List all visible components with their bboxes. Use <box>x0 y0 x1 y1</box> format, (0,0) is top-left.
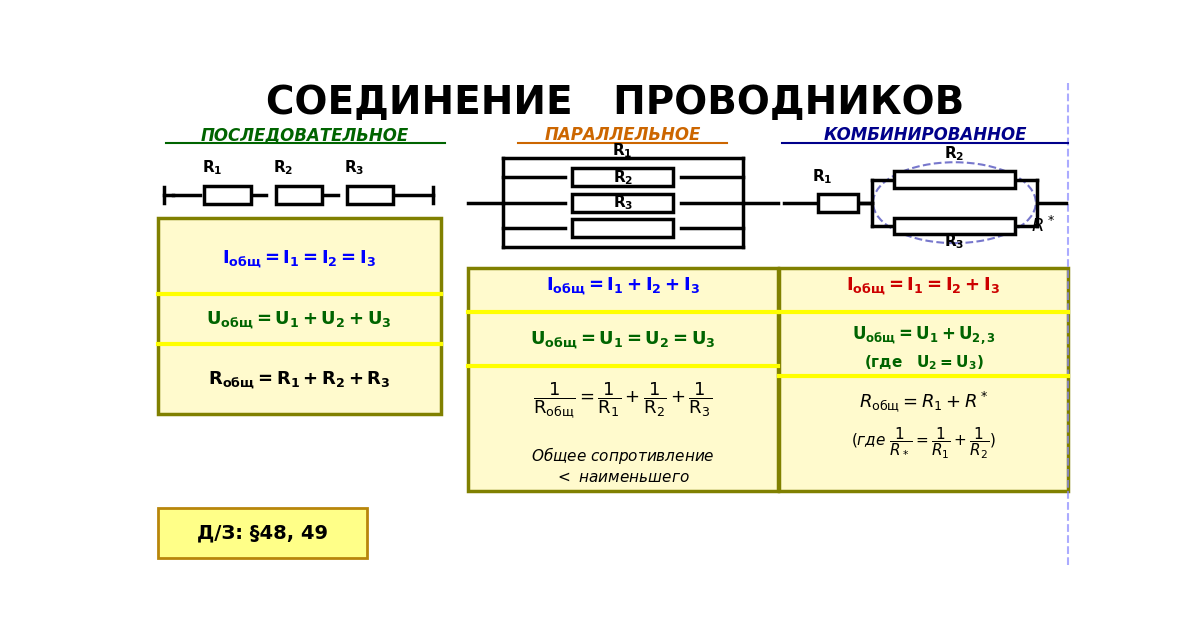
Text: $\mathit{Общее\ сопротивление}$: $\mathit{Общее\ сопротивление}$ <box>530 445 714 466</box>
Bar <box>779 268 1068 491</box>
Text: $\mathbf{I_{общ}= I_1 = I_2 = I_3}$: $\mathbf{I_{общ}= I_1 = I_2 = I_3}$ <box>222 248 376 269</box>
Text: $\dfrac{1}{\mathrm{R}_{\mathrm{общ}}} = \dfrac{1}{\mathrm{R_1}} + \dfrac{1}{\mat: $\dfrac{1}{\mathrm{R}_{\mathrm{общ}}} = … <box>533 381 713 421</box>
Text: КОМБИНИРОВАННОЕ: КОМБИНИРОВАННОЕ <box>823 126 1027 144</box>
Text: $\mathbf{R_3}$: $\mathbf{R_3}$ <box>612 194 632 212</box>
Text: ПАРАЛЛЕЛЬНОЕ: ПАРАЛЛЕЛЬНОЕ <box>545 126 701 144</box>
Bar <box>204 186 251 204</box>
Text: $R_{\mathrm{общ}} = R_1 + R^*$: $R_{\mathrm{общ}} = R_1 + R^*$ <box>859 389 989 413</box>
Bar <box>894 172 1014 188</box>
Text: $\mathit{R}^*$: $\mathit{R}^*$ <box>1031 216 1055 236</box>
Bar <box>468 268 778 491</box>
Bar <box>157 218 440 415</box>
Text: $\mathit{<\ наименьшего}$: $\mathit{<\ наименьшего}$ <box>556 470 690 485</box>
Text: Д/З: §48, 49: Д/З: §48, 49 <box>197 523 328 543</box>
Text: $\mathbf{R_3}$: $\mathbf{R_3}$ <box>944 233 965 251</box>
Text: $\mathbf{R_3}$: $\mathbf{R_3}$ <box>344 158 365 177</box>
Text: $\mathbf{R_2}$: $\mathbf{R_2}$ <box>944 145 965 163</box>
Text: $\mathbf{R_1}$: $\mathbf{R_1}$ <box>202 158 222 177</box>
Text: $\mathbf{R_2}$: $\mathbf{R_2}$ <box>274 158 294 177</box>
Text: СОЕДИНЕНИЕ   ПРОВОДНИКОВ: СОЕДИНЕНИЕ ПРОВОДНИКОВ <box>266 84 964 122</box>
Text: $\mathbf{I_{общ}= I_1 + I_2 + I_3}$: $\mathbf{I_{общ}= I_1 + I_2 + I_3}$ <box>546 275 700 296</box>
Bar <box>157 509 367 558</box>
Text: $\mathbf{U_{общ}= U_1= U_2= U_3}$: $\mathbf{U_{общ}= U_1= U_2= U_3}$ <box>530 329 715 350</box>
Bar <box>572 168 673 186</box>
Text: $\mathbf{U_{общ}=U_1+U_2+U_3}$: $\mathbf{U_{общ}=U_1+U_2+U_3}$ <box>206 309 392 330</box>
Bar <box>572 219 673 237</box>
Bar <box>894 218 1014 234</box>
Text: ПОСЛЕДОВАТЕЛЬНОЕ: ПОСЛЕДОВАТЕЛЬНОЕ <box>200 126 409 144</box>
Text: $\mathbf{(где\ \ \ U_2 = U_3)}$: $\mathbf{(где\ \ \ U_2 = U_3)}$ <box>864 354 983 372</box>
Text: $\mathbf{R_2}$: $\mathbf{R_2}$ <box>612 168 632 186</box>
Text: $\mathbf{R_1}$: $\mathbf{R_1}$ <box>812 167 833 186</box>
Text: $\mathbf{R_1}$: $\mathbf{R_1}$ <box>612 141 634 159</box>
Bar <box>276 186 322 204</box>
Bar <box>818 194 858 212</box>
Text: $\mathbf{I_{общ}= I_1 = I_2 +I_3}$: $\mathbf{I_{общ}= I_1 = I_2 +I_3}$ <box>846 275 1001 296</box>
Bar <box>572 194 673 212</box>
Bar <box>347 186 394 204</box>
Text: $\mathit{(где\ }\dfrac{1}{R_*} = \dfrac{1}{R_1} + \dfrac{1}{R_2}\mathit{)}$: $\mathit{(где\ }\dfrac{1}{R_*} = \dfrac{… <box>851 425 996 460</box>
Text: $\mathbf{R_{общ}=R_1+R_2+R_3}$: $\mathbf{R_{общ}=R_1+R_2+R_3}$ <box>208 369 390 390</box>
Text: $\mathbf{U_{общ}=U_1+U_{2,3}}$: $\mathbf{U_{общ}=U_1+U_{2,3}}$ <box>852 324 995 346</box>
